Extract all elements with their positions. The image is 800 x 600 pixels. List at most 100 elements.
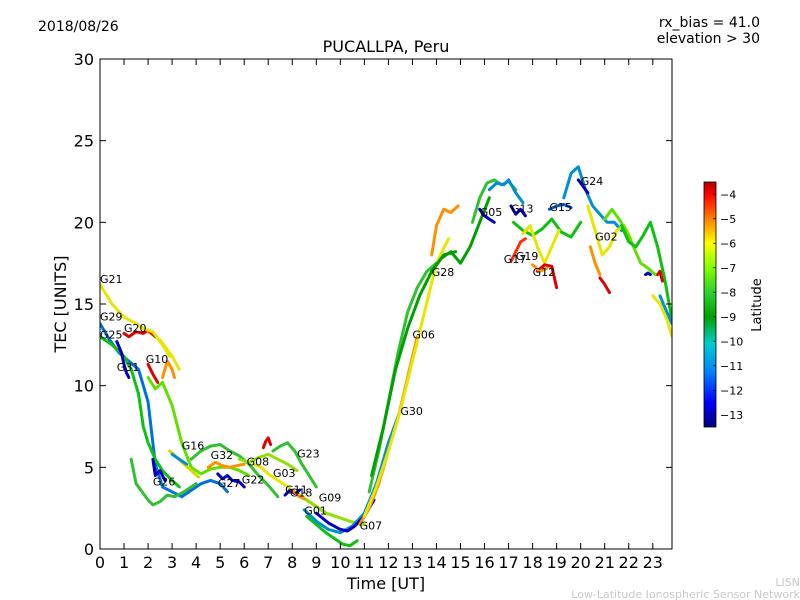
series-g27 [216,472,246,489]
colorbar-tick-label-10: −10 [720,335,743,348]
series-g26b [129,457,198,507]
sat-label-g31: G31 [117,361,140,374]
x-tick-label-7: 7 [263,553,273,572]
series-g05 [478,207,496,224]
sat-label-g10: G10 [146,353,169,366]
y-axis-label: TEC [UNITS] [51,256,70,354]
series-g24 [562,165,623,232]
x-tick-label-10: 10 [330,553,350,572]
series-g26 [151,457,167,482]
x-tick-label-21: 21 [595,553,615,572]
x-tick-label-9: 9 [311,553,321,572]
chart-title: PUCALLPA, Peru [323,37,450,56]
sat-label-g20: G20 [124,322,147,335]
x-tick-label-15: 15 [450,553,470,572]
series-g24b [576,178,590,195]
series-g01 [305,514,359,548]
sat-label-g06: G06 [412,328,435,341]
x-axis: 0 1 2 3 4 5 6 7 8 9 10 11 12 13 14 15 16 17 18 19 20 21 22 23 [95,59,663,572]
colorbar-tick-label-7: −7 [720,262,736,275]
x-tick-label-19: 19 [546,553,566,572]
colorbar-tick-label-4: −4 [720,188,736,201]
sat-label-g23: G23 [297,448,320,461]
rx-bias-label: rx_bias = 41.0 [659,15,760,31]
y-tick-label-15: 15 [74,295,94,314]
series-g12b [531,263,549,273]
colorbar-tick-label-12: −12 [720,384,743,397]
series-g06b [370,250,458,477]
x-tick-label-1: 1 [119,553,129,572]
sat-label-g30: G30 [400,405,423,418]
sat-label-g18: G18 [290,487,313,500]
colorbar-tick-label-11: −11 [720,360,743,373]
x-tick-label-0: 0 [95,553,105,572]
sat-label-g02: G02 [595,230,618,243]
series-g30 [362,237,450,518]
y-tick-label-5: 5 [84,458,94,477]
series-g10c [146,376,251,477]
colorbar-tick-label-13: −13 [720,409,743,422]
series-g06 [367,261,438,494]
sat-label-g21: G21 [100,273,123,286]
colorbar-ticks: −4 −5 −6 −7 −8 −9 −10 −11 −12 −13 [713,188,743,422]
series-g02c [588,245,602,277]
series-g07b [358,335,419,526]
series-g02b [598,276,611,295]
series-layer [100,165,672,548]
sat-label-g28: G28 [432,266,455,279]
x-axis-label: Time [UT] [346,574,425,593]
y-tick-label-20: 20 [74,213,94,232]
x-tick-label-13: 13 [402,553,422,572]
colorbar-label: Latitude [750,278,765,332]
series-g32 [189,443,280,499]
x-tick-label-5: 5 [215,553,225,572]
sat-label-g09: G09 [319,492,342,505]
series-g02g [656,269,664,283]
series-g02h [651,294,672,339]
sat-label-g08: G08 [247,456,270,469]
x-tick-label-22: 22 [619,553,639,572]
x-tick-label-14: 14 [426,553,446,572]
series-g23 [271,441,318,489]
x-tick-label-8: 8 [287,553,297,572]
x-tick-label-18: 18 [522,553,542,572]
x-tick-label-2: 2 [143,553,153,572]
x-tick-label-11: 11 [354,553,374,572]
x-tick-label-20: 20 [570,553,590,572]
x-tick-label-3: 3 [167,553,177,572]
y-tick-label-0: 0 [84,540,94,559]
series-g20b [141,327,172,358]
sat-label-g22: G22 [242,474,265,487]
x-tick-label-4: 4 [191,553,201,572]
sat-label-g16: G16 [182,439,205,452]
x-tick-label-17: 17 [498,553,518,572]
series-g05c [487,178,525,205]
colorbar-tick-label-9: −9 [720,311,736,324]
sat-label-g11: G11 [285,484,308,497]
sat-label-g26: G26 [153,475,176,488]
y-tick-label-25: 25 [74,132,94,151]
colorbar-tick-label-6: −6 [720,237,736,250]
y-tick-label-30: 30 [74,50,94,69]
series-g15 [547,202,573,211]
date-label: 2018/08/26 [38,19,119,35]
series-g08 [237,452,299,473]
sat-label-g13: G13 [511,203,534,216]
series-g32b [206,460,246,469]
watermark-network: Low-Latitude Ionospheric Sensor Network [571,588,800,600]
sat-label-g24: G24 [581,175,604,188]
y-axis: 0 5 10 15 20 25 30 [74,50,672,559]
sat-label-g07: G07 [360,519,383,532]
series-g02f [644,271,652,277]
sat-label-g03: G03 [273,467,296,480]
x-tick-label-6: 6 [239,553,249,572]
sat-label-g01: G01 [304,505,327,518]
series-g10b [161,359,176,379]
series-g10 [146,362,160,384]
sat-label-g17: G17 [504,253,527,266]
series-g02i [658,294,672,326]
series-g12 [535,263,559,290]
series-g31 [115,340,131,379]
